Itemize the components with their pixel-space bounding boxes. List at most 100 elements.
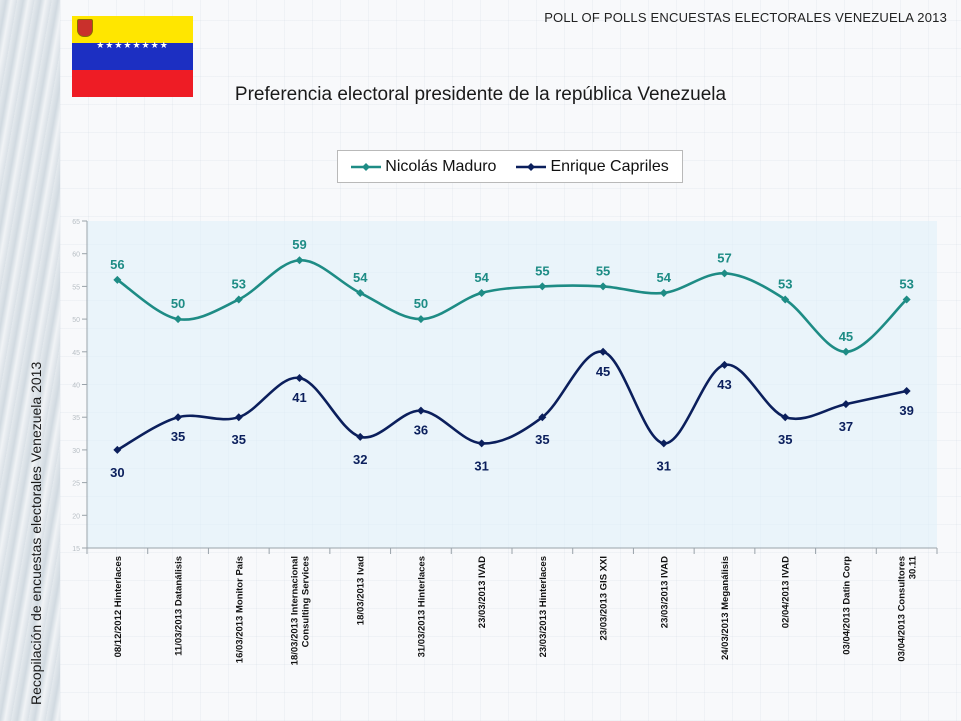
x-category-label-line: 11/03/2013 Datanálisis (174, 556, 185, 656)
data-point (659, 288, 668, 297)
data-point (416, 406, 425, 415)
y-tick-label: 30 (72, 448, 80, 455)
coat-of-arms-icon (77, 19, 93, 37)
plot-area (87, 221, 937, 548)
data-point (113, 445, 122, 454)
data-label: 45 (839, 329, 853, 344)
y-tick-label: 65 (72, 219, 80, 226)
data-point (599, 347, 608, 356)
data-label: 55 (535, 263, 549, 278)
x-category-label: 23/03/2013 IVAD (477, 556, 488, 628)
x-category-label-line: 24/03/2013 Meganálisis (720, 556, 731, 660)
x-category-label-line: 23/03/2013 GIS XXI (599, 556, 610, 641)
x-category-label-line: 31/03/2013 Hinterlaces (416, 556, 427, 657)
x-category-label: 08/12/2012 Hinterlaces (113, 556, 124, 657)
x-category-label-line: 23/03/2013 Hinterlaces (538, 556, 549, 657)
x-category-label-line: 23/03/2013 IVAD (659, 556, 670, 628)
data-label: 43 (717, 377, 731, 392)
x-category-label-line: 03/04/2013 Consultores (897, 556, 908, 662)
data-point (781, 413, 790, 422)
y-tick-label: 20 (72, 513, 80, 520)
chart-title: Preferencia electoral presidente de la r… (234, 84, 727, 105)
y-tick-label: 45 (72, 350, 80, 357)
data-label: 31 (657, 458, 671, 473)
legend-label-maduro: Nicolás Maduro (385, 157, 497, 175)
data-point (174, 413, 183, 422)
x-category-label-line: 16/03/2013 Monitor País (234, 556, 245, 663)
data-label: 39 (899, 403, 913, 418)
data-point (902, 387, 911, 396)
data-point (599, 282, 608, 291)
data-point (538, 282, 547, 291)
x-category-label-line: 08/12/2012 Hinterlaces (113, 556, 124, 657)
y-tick-label: 55 (72, 284, 80, 291)
y-tick-label: 25 (72, 481, 80, 488)
data-point (295, 373, 304, 382)
page-header-title: POLL OF POLLS ENCUESTAS ELECTORALES VENE… (544, 10, 947, 25)
x-category-label-line: 02/04/2013 IVAD (781, 556, 792, 628)
x-category-label-line: 18/03/2013 Ivad (356, 556, 367, 625)
x-category-label: 03/04/2013 Datin Corp (841, 556, 852, 655)
data-point (174, 315, 183, 324)
data-point (902, 295, 911, 304)
data-point (841, 347, 850, 356)
side-caption: Recopilación de encuestas electorales Ve… (28, 361, 44, 705)
data-label: 35 (778, 432, 792, 447)
y-tick-label: 50 (72, 317, 80, 324)
flag-yellow-stripe (72, 16, 193, 43)
legend-swatch-capriles (516, 162, 547, 171)
legend-swatch-maduro (351, 162, 382, 171)
data-label: 35 (535, 432, 549, 447)
y-tick-label: 35 (72, 415, 80, 422)
data-point (659, 439, 668, 448)
data-label: 54 (353, 270, 368, 285)
y-tick-label: 15 (72, 546, 80, 553)
data-point (538, 413, 547, 422)
data-label: 50 (414, 296, 428, 311)
data-label: 59 (292, 237, 306, 252)
x-category-label: 31/03/2013 Hinterlaces (416, 556, 427, 657)
data-label: 35 (171, 429, 185, 444)
data-label: 53 (778, 276, 792, 291)
data-point (295, 256, 304, 265)
chart-legend: Nicolás Maduro Enrique Capriles (337, 150, 683, 183)
data-label: 36 (414, 423, 428, 438)
data-label: 41 (292, 390, 306, 405)
data-point (356, 432, 365, 441)
x-category-label: 18/03/2013 InternacionalConsulting Servi… (290, 556, 312, 665)
data-point (477, 439, 486, 448)
x-category-label: 23/03/2013 IVAD (659, 556, 670, 628)
y-tick-label: 60 (72, 252, 80, 259)
x-category-label-line: 30.11 (908, 555, 919, 579)
data-label: 55 (596, 263, 610, 278)
data-point (416, 315, 425, 324)
flag-red-stripe (72, 70, 193, 97)
x-category-label: 18/03/2013 Ivad (356, 556, 367, 625)
x-category-label: 23/03/2013 Hinterlaces (538, 556, 549, 657)
data-label: 35 (232, 432, 246, 447)
data-point (234, 295, 243, 304)
data-point (720, 360, 729, 369)
tree-background-image (0, 0, 60, 721)
x-category-label-line: 18/03/2013 Internacional (290, 556, 301, 665)
flag-stars: ★★★★★★★★ (96, 41, 169, 51)
data-label: 54 (657, 270, 672, 285)
data-point (477, 288, 486, 297)
data-point (356, 288, 365, 297)
x-category-label-line: 03/04/2013 Datin Corp (841, 556, 852, 655)
data-label: 45 (596, 364, 610, 379)
x-category-label-line: Consulting Services (301, 556, 312, 647)
x-category-label: 23/03/2013 GIS XXI (599, 556, 610, 641)
legend-label-capriles: Enrique Capriles (550, 157, 669, 175)
data-point (234, 413, 243, 422)
x-category-label: 16/03/2013 Monitor País (234, 556, 245, 663)
data-label: 37 (839, 419, 853, 434)
x-category-label: 02/04/2013 IVAD (781, 556, 792, 628)
data-label: 31 (474, 458, 488, 473)
venezuela-flag: ★★★★★★★★ (72, 16, 193, 97)
data-label: 54 (474, 270, 489, 285)
x-category-label: 03/04/2013 Consultores30.11 (897, 555, 919, 661)
data-label: 53 (899, 276, 913, 291)
data-point (113, 275, 122, 284)
